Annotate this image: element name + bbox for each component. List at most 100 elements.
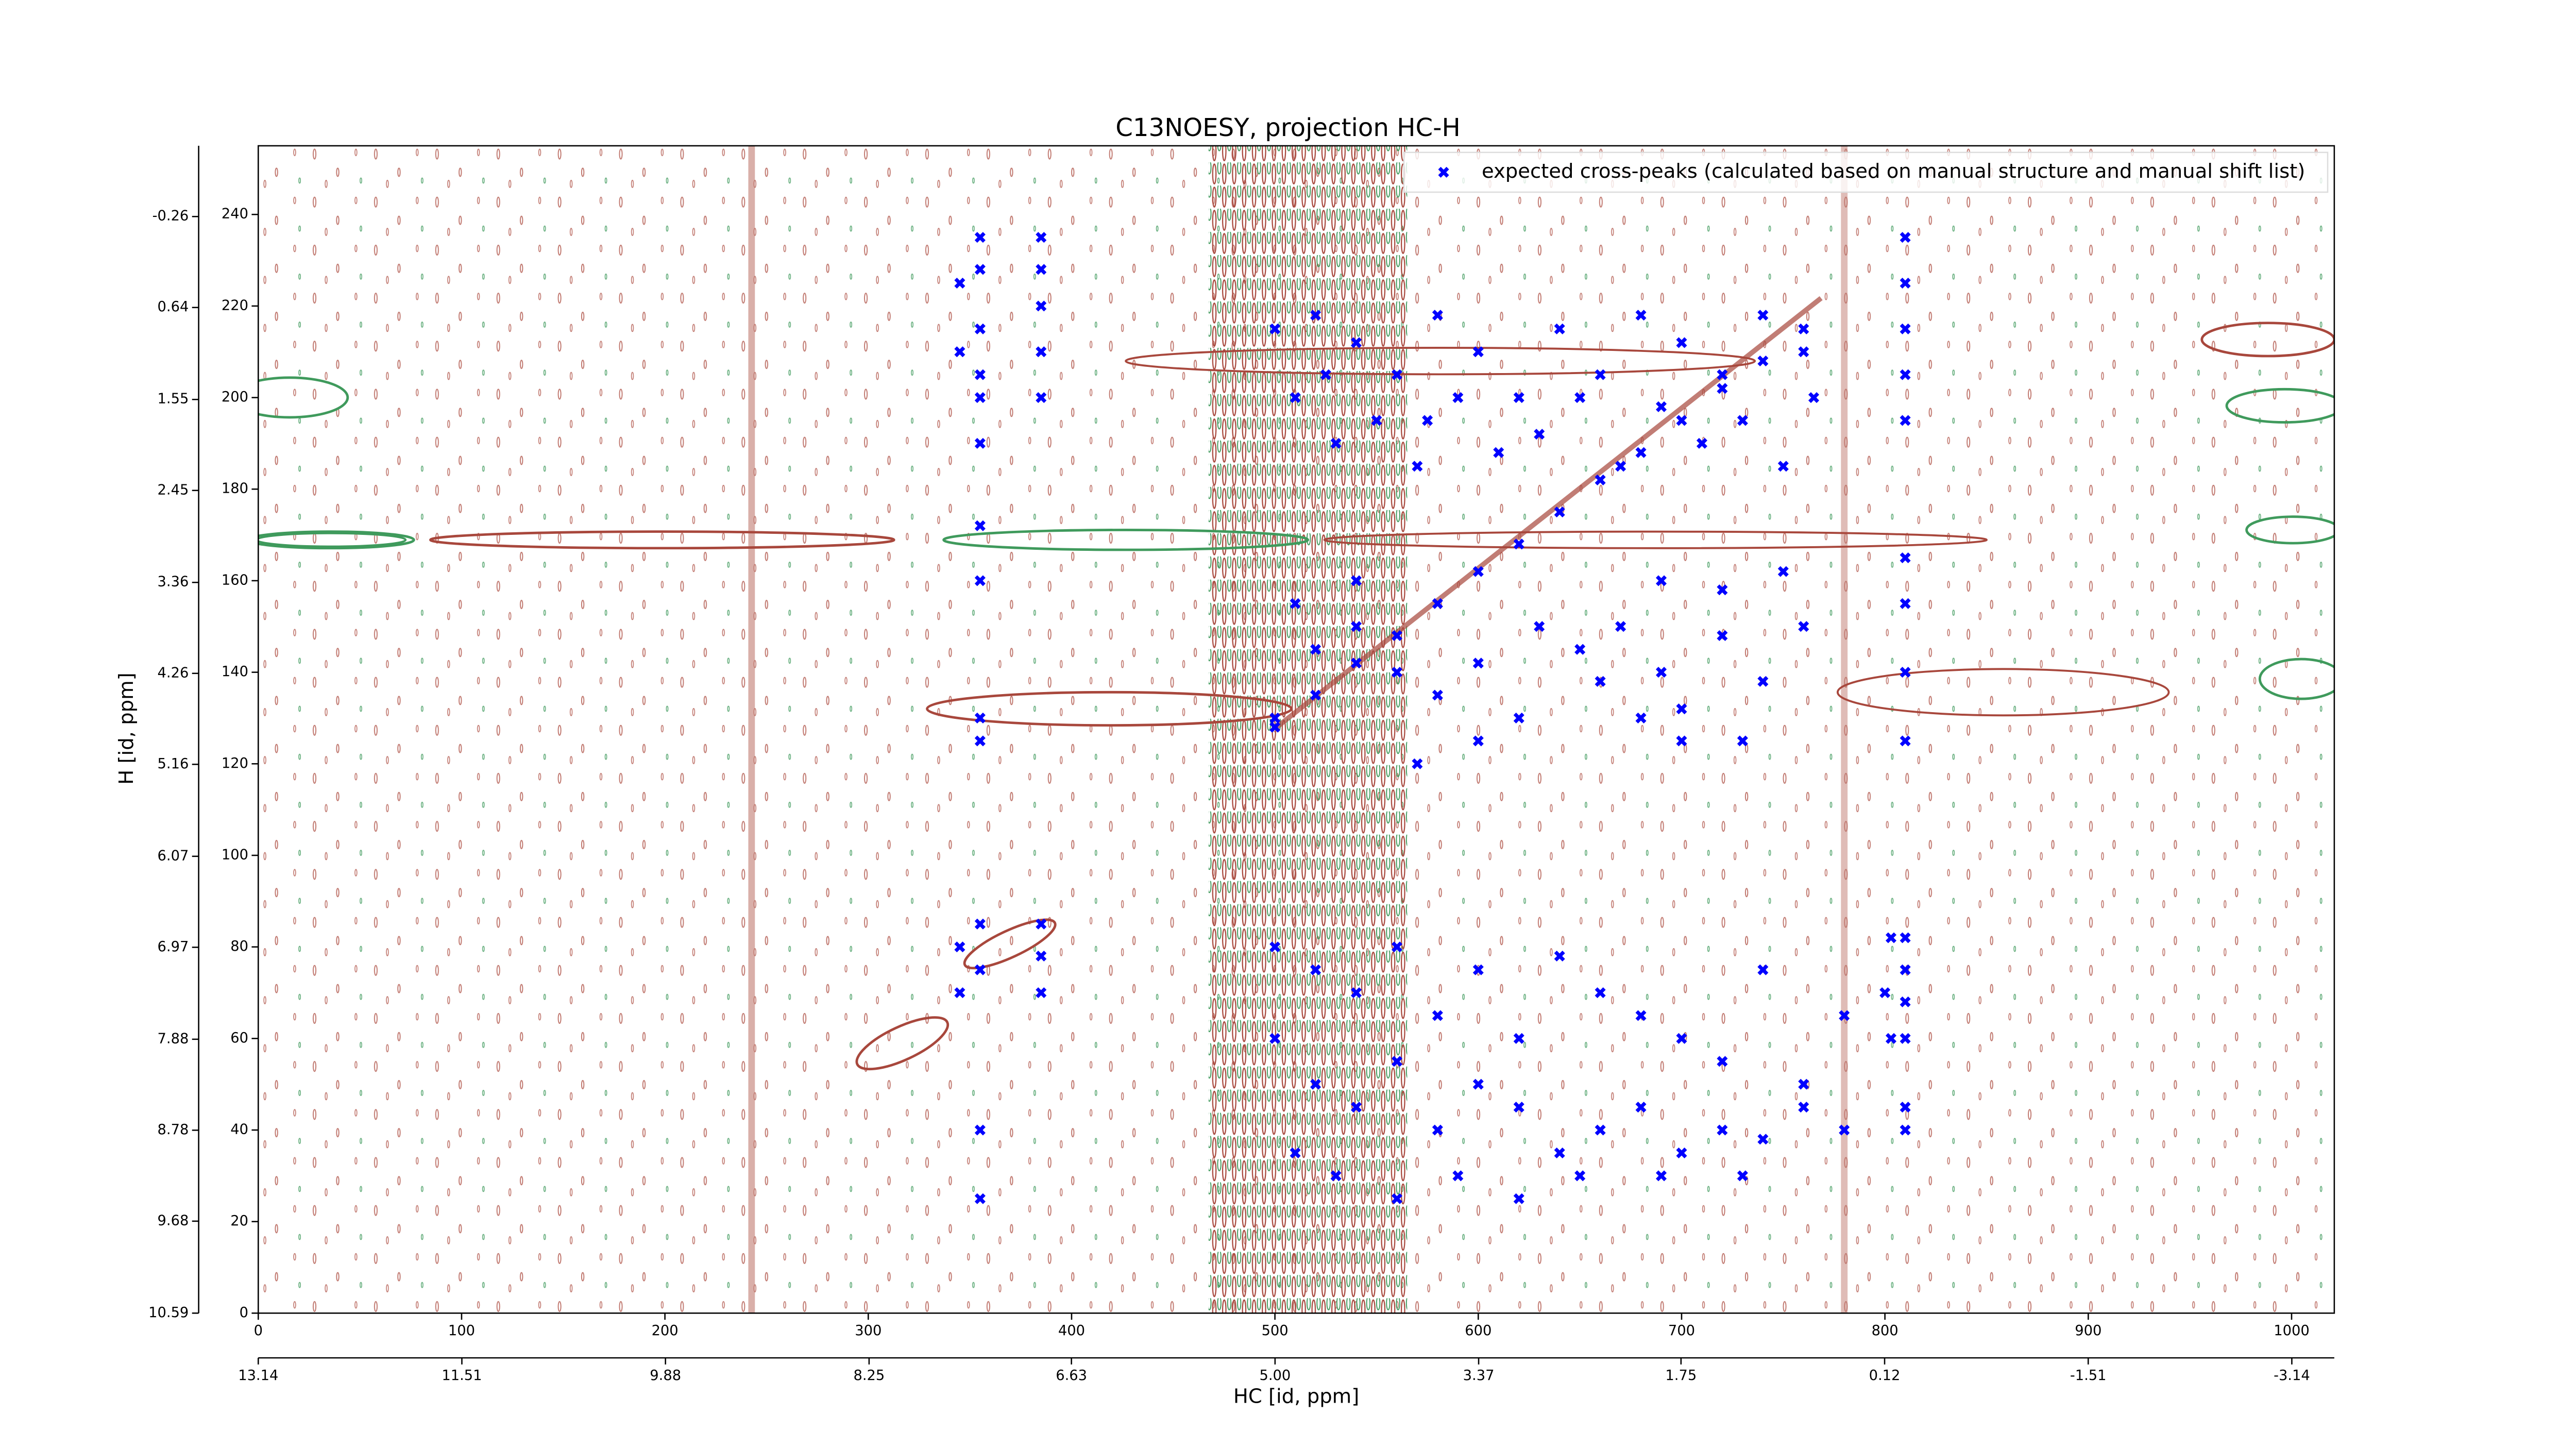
data-point [1472, 735, 1484, 747]
data-point [1635, 1102, 1647, 1113]
data-point [1757, 676, 1769, 687]
data-point [1350, 337, 1362, 348]
y2-tick-label: 9.68 [158, 1212, 189, 1228]
data-point [974, 712, 986, 723]
data-point [1036, 918, 1047, 930]
y2-tick-label: 2.45 [158, 482, 189, 498]
y2-tick-label: 10.59 [148, 1305, 189, 1321]
data-point [1472, 1079, 1484, 1090]
data-point [1391, 369, 1402, 380]
data-point [1737, 415, 1748, 426]
data-point [974, 1193, 986, 1204]
spectrum-background [258, 145, 2334, 1313]
data-point [1655, 401, 1667, 412]
legend-marker [1438, 166, 1449, 178]
data-point [1513, 538, 1524, 550]
data-point [1290, 392, 1301, 403]
data-point [1391, 1056, 1402, 1067]
y-tick-label: 140 [222, 664, 248, 680]
data-point [1554, 950, 1565, 962]
data-point [1900, 415, 1911, 426]
data-point [1655, 1170, 1667, 1182]
data-point [1885, 932, 1897, 943]
data-point [1900, 667, 1911, 678]
data-point [1036, 232, 1047, 243]
data-point [1513, 392, 1524, 403]
y-tick-label: 160 [222, 572, 248, 588]
legend: expected cross-peaks (calculated based o… [1403, 151, 2329, 193]
y-tick-label: 0 [240, 1305, 248, 1321]
data-point [1798, 346, 1809, 358]
data-point [1635, 1010, 1647, 1021]
data-point [1635, 310, 1647, 321]
data-point [1595, 474, 1606, 485]
data-point [1717, 1056, 1728, 1067]
data-point [1330, 1170, 1342, 1182]
legend-label: expected cross-peaks (calculated based o… [1482, 160, 2305, 183]
data-point [1615, 461, 1626, 472]
data-point [974, 323, 986, 334]
y-tick-label: 60 [230, 1030, 248, 1046]
data-point [1350, 658, 1362, 669]
scatter-points [954, 232, 1911, 1204]
data-point [1412, 461, 1423, 472]
data-point [974, 369, 986, 380]
data-point [1472, 346, 1484, 358]
data-point [1036, 392, 1047, 403]
data-point [1900, 598, 1911, 609]
data-point [1757, 310, 1769, 321]
data-point [1676, 1147, 1687, 1158]
y-tick-label: 180 [222, 481, 248, 497]
data-point [1777, 461, 1789, 472]
data-point [1432, 1124, 1443, 1136]
data-point [1330, 437, 1342, 449]
data-point [954, 941, 965, 953]
data-point [1350, 987, 1362, 999]
x2-tick-label: -1.51 [2070, 1368, 2107, 1384]
data-point [1036, 300, 1047, 312]
data-point [1595, 676, 1606, 687]
data-point [1554, 1147, 1565, 1158]
data-point [1350, 575, 1362, 586]
data-point [1757, 1134, 1769, 1145]
data-point [1371, 415, 1382, 426]
data-point [1717, 584, 1728, 596]
data-point [1900, 1102, 1911, 1113]
data-point [1737, 1170, 1748, 1182]
data-point [1808, 392, 1820, 403]
data-point [1900, 996, 1911, 1007]
data-point [1554, 507, 1565, 518]
data-point [1900, 735, 1911, 747]
x-tick-label: 900 [2075, 1323, 2102, 1339]
data-point [1900, 932, 1911, 943]
data-point [1320, 369, 1331, 380]
data-point [1534, 621, 1545, 632]
data-point [1513, 1033, 1524, 1044]
data-point [1513, 712, 1524, 723]
data-point [1900, 1124, 1911, 1136]
x2-tick-label: 6.63 [1056, 1368, 1087, 1384]
data-point [1798, 1102, 1809, 1113]
x-tick-label: 800 [1872, 1323, 1899, 1339]
x2-tick-label: 9.88 [650, 1368, 681, 1384]
data-point [1676, 415, 1687, 426]
x2-tick-label: 5.00 [1259, 1368, 1291, 1384]
data-point [1036, 950, 1047, 962]
data-point [1574, 644, 1586, 655]
data-point [1879, 987, 1891, 999]
y-tick-label: 240 [222, 206, 248, 222]
data-point [1676, 735, 1687, 747]
data-point [1798, 1079, 1809, 1090]
data-point [1310, 964, 1321, 975]
data-point [1798, 621, 1809, 632]
x2-tick-label: -3.14 [2274, 1368, 2310, 1384]
data-point [1900, 964, 1911, 975]
data-point [1615, 621, 1626, 632]
data-point [1391, 1193, 1402, 1204]
data-point [974, 575, 986, 586]
data-point [1798, 323, 1809, 334]
data-point [1717, 1124, 1728, 1136]
x-tick-label: 500 [1262, 1323, 1289, 1339]
data-point [974, 735, 986, 747]
